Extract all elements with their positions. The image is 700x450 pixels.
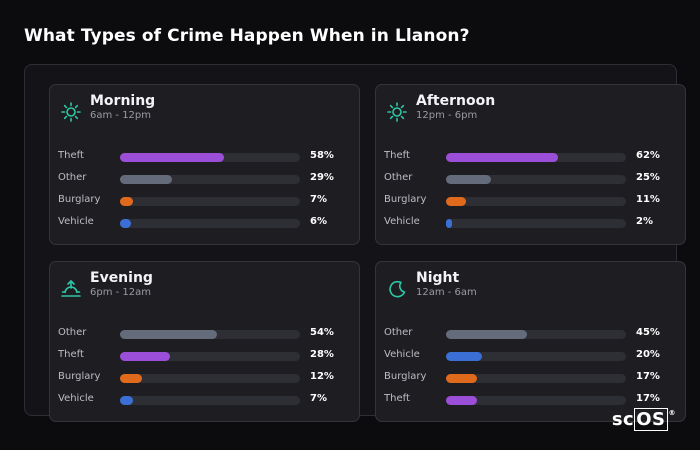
bar: [446, 175, 491, 184]
bar: [446, 352, 482, 361]
bar-row: Burglary 17%: [376, 370, 685, 386]
bar: [120, 374, 142, 383]
bar: [446, 153, 558, 162]
bar-label: Other: [384, 327, 413, 338]
scos-logo: sc OS ®: [611, 408, 676, 431]
bar-row: Burglary 12%: [50, 370, 359, 386]
card-night: Night 12am - 6am Other 45% Vehicle 20% Burglar…: [375, 261, 686, 422]
bar: [120, 197, 133, 206]
sun-icon: [386, 101, 408, 123]
card-time-range: 12am - 6am: [416, 287, 477, 298]
bar-label: Theft: [384, 393, 410, 404]
bar-row: Theft 62%: [376, 149, 685, 165]
bar-track: [446, 330, 626, 339]
bar-track: [446, 175, 626, 184]
bar-row: Other 25%: [376, 171, 685, 187]
bar-row: Burglary 7%: [50, 193, 359, 209]
card-title: Night: [416, 270, 460, 286]
bar-row: Other 45%: [376, 326, 685, 342]
bar-track: [446, 352, 626, 361]
card-title: Evening: [90, 270, 153, 286]
bar-value-label: 54%: [310, 327, 334, 338]
bar-track: [120, 153, 300, 162]
bar-row: Theft 28%: [50, 348, 359, 364]
bar-track: [120, 197, 300, 206]
bar-track: [120, 396, 300, 405]
bar-value-label: 6%: [310, 216, 327, 227]
bar-row: Theft 17%: [376, 392, 685, 408]
bar-value-label: 11%: [636, 194, 660, 205]
bar-value-label: 29%: [310, 172, 334, 183]
bar-label: Theft: [58, 150, 84, 161]
bar-row: Vehicle 20%: [376, 348, 685, 364]
bar-track: [120, 352, 300, 361]
bar: [120, 396, 133, 405]
bar: [446, 219, 452, 228]
bar-label: Other: [384, 172, 413, 183]
bar-value-label: 62%: [636, 150, 660, 161]
card-time-range: 6am - 12pm: [90, 110, 152, 121]
card-morning: Morning 6am - 12pm Theft 58% Other 29% Burglar…: [49, 84, 360, 245]
bar-track: [120, 374, 300, 383]
sunset-icon: [60, 278, 82, 300]
bar-value-label: 2%: [636, 216, 653, 227]
bar-row: Vehicle 6%: [50, 215, 359, 231]
bar-label: Vehicle: [384, 216, 420, 227]
bar: [120, 175, 173, 184]
bar-value-label: 20%: [636, 349, 660, 360]
bar-track: [120, 219, 300, 228]
bar-value-label: 17%: [636, 371, 660, 382]
bar-value-label: 7%: [310, 393, 327, 404]
bar: [446, 374, 477, 383]
bar-label: Theft: [384, 150, 410, 161]
bar-track: [120, 330, 300, 339]
card-title: Morning: [90, 93, 156, 109]
bar-label: Burglary: [58, 194, 101, 205]
bar-row: Other 54%: [50, 326, 359, 342]
bar-label: Vehicle: [384, 349, 420, 360]
bar-value-label: 25%: [636, 172, 660, 183]
bar-value-label: 58%: [310, 150, 334, 161]
bar-value-label: 17%: [636, 393, 660, 404]
bar: [120, 219, 131, 228]
bar-value-label: 12%: [310, 371, 334, 382]
bar: [120, 330, 218, 339]
bar-label: Other: [58, 172, 87, 183]
bar-value-label: 28%: [310, 349, 334, 360]
bar: [446, 197, 466, 206]
bar-value-label: 45%: [636, 327, 660, 338]
bar-row: Vehicle 2%: [376, 215, 685, 231]
card-time-range: 6pm - 12am: [90, 287, 152, 298]
bar-row: Burglary 11%: [376, 193, 685, 209]
bar-row: Vehicle 7%: [50, 392, 359, 408]
bar-value-label: 7%: [310, 194, 327, 205]
bar-label: Vehicle: [58, 393, 94, 404]
bar-track: [446, 219, 626, 228]
bar-label: Theft: [58, 349, 84, 360]
bar-label: Vehicle: [58, 216, 94, 227]
page-title: What Types of Crime Happen When in Llano…: [24, 26, 470, 46]
bar-track: [446, 153, 626, 162]
bar-row: Theft 58%: [50, 149, 359, 165]
bar: [446, 396, 477, 405]
card-afternoon: Afternoon 12pm - 6pm Theft 62% Other 25% Burgl…: [375, 84, 686, 245]
bar: [120, 352, 171, 361]
bar-label: Burglary: [384, 371, 427, 382]
bar-track: [120, 175, 300, 184]
bar: [446, 330, 527, 339]
bar-label: Other: [58, 327, 87, 338]
sun-icon: [60, 101, 82, 123]
moon-icon: [386, 278, 408, 300]
bar-row: Other 29%: [50, 171, 359, 187]
card-time-range: 12pm - 6pm: [416, 110, 478, 121]
bar-track: [446, 197, 626, 206]
bar-label: Burglary: [384, 194, 427, 205]
card-evening: Evening 6pm - 12am Other 54% Theft 28% Burglar…: [49, 261, 360, 422]
bar-track: [446, 374, 626, 383]
bar: [120, 153, 225, 162]
bar-label: Burglary: [58, 371, 101, 382]
card-title: Afternoon: [416, 93, 496, 109]
bar-track: [446, 396, 626, 405]
